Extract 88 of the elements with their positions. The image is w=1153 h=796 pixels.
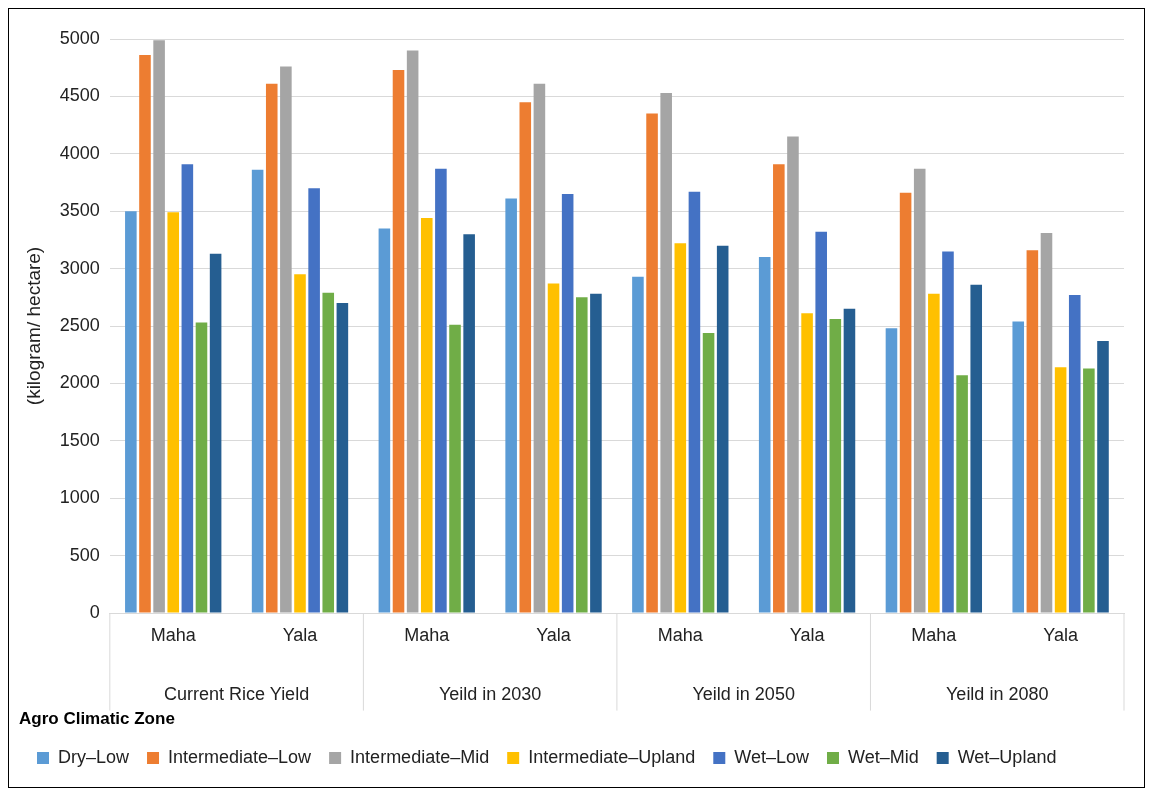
- y-tick-label: 2000: [59, 372, 100, 393]
- bar: [505, 198, 517, 613]
- bar: [463, 234, 475, 613]
- y-tick-label: 1500: [59, 429, 100, 450]
- bar: [519, 102, 532, 613]
- bar: [378, 228, 391, 613]
- bar: [533, 83, 546, 613]
- legend-label: Intermediate–Mid: [350, 746, 490, 767]
- bar: [1054, 367, 1067, 613]
- bar: [970, 284, 983, 613]
- bar: [787, 136, 799, 613]
- bar: [646, 113, 658, 613]
- legend-label: Dry–Low: [58, 746, 131, 767]
- bar: [576, 297, 588, 613]
- y-tick-label: 0: [89, 601, 100, 622]
- bar: [209, 253, 222, 613]
- y-tick-label: 3500: [59, 200, 100, 221]
- bar: [547, 283, 560, 613]
- bar: [1026, 250, 1039, 613]
- bar: [322, 292, 335, 613]
- bar: [843, 308, 856, 613]
- x-tick-label: Yala: [536, 624, 572, 645]
- bar: [1012, 321, 1025, 613]
- y-tick-label: 5000: [59, 27, 100, 48]
- bar: [167, 212, 180, 613]
- x-tick-label: Maha: [404, 624, 451, 645]
- bar: [406, 50, 419, 613]
- bar: [899, 192, 912, 613]
- legend-label: Wet–Upland: [957, 746, 1057, 767]
- y-tick-label: 1000: [59, 487, 100, 508]
- bar: [913, 168, 926, 613]
- y-axis-title: (kilogram/ hectare): [22, 246, 44, 406]
- bar: [632, 276, 644, 613]
- bar: [815, 231, 827, 613]
- y-tick-label: 4000: [59, 142, 100, 163]
- bar: [928, 293, 940, 613]
- bar: [885, 328, 898, 613]
- bar: [688, 191, 701, 613]
- x-tick-label: Maha: [657, 624, 704, 645]
- y-tick-label: 3000: [59, 257, 100, 278]
- x-tick-label: Yala: [1043, 624, 1079, 645]
- text: Yeild in 2030: [438, 683, 542, 704]
- bar: [449, 324, 461, 613]
- bar: [251, 169, 264, 613]
- bar: [956, 375, 968, 613]
- bar: [420, 218, 433, 613]
- bar: [829, 319, 842, 613]
- legend-label: Intermediate–Upland: [528, 746, 696, 767]
- bar: [773, 164, 785, 613]
- bar: [265, 83, 278, 613]
- bar: [590, 293, 602, 613]
- y-tick-label: 500: [69, 544, 100, 565]
- bar: [435, 168, 447, 613]
- bar: [294, 274, 306, 613]
- text: Yeild in 2080: [946, 683, 1049, 704]
- legend-title: Agro Climatic Zone: [19, 708, 175, 728]
- bar: [801, 313, 813, 613]
- bar: [702, 332, 715, 613]
- x-tick-label: Yala: [789, 624, 826, 645]
- bar: [716, 245, 729, 613]
- x-tick-label: Maha: [150, 624, 197, 645]
- x-tick-label: Maha: [911, 624, 958, 645]
- bar: [280, 66, 292, 613]
- bar: [1097, 340, 1109, 613]
- bar: [392, 70, 405, 613]
- y-tick-label: 4500: [59, 85, 100, 106]
- bar: [674, 243, 687, 613]
- bar: [139, 55, 151, 613]
- bar: [758, 257, 771, 613]
- bar: [660, 92, 672, 613]
- text: Yeild in 2050: [692, 683, 795, 704]
- legend-label: Intermediate–Low: [168, 746, 313, 767]
- text: Current Rice Yield: [164, 683, 310, 704]
- legend-label: Wet–Low: [734, 746, 810, 767]
- bar: [1068, 295, 1081, 613]
- bar: [561, 193, 574, 613]
- bar: [336, 303, 349, 613]
- legend-label: Wet–Mid: [847, 746, 919, 767]
- bar: [308, 188, 320, 613]
- bar: [1040, 233, 1053, 613]
- bar: [942, 251, 954, 613]
- x-tick-label: Yala: [282, 624, 319, 645]
- y-tick-label: 2500: [59, 314, 100, 335]
- bar: [195, 322, 208, 613]
- bar: [153, 40, 165, 613]
- bar: [1083, 368, 1095, 613]
- bar: [181, 164, 194, 613]
- bar: [125, 211, 137, 613]
